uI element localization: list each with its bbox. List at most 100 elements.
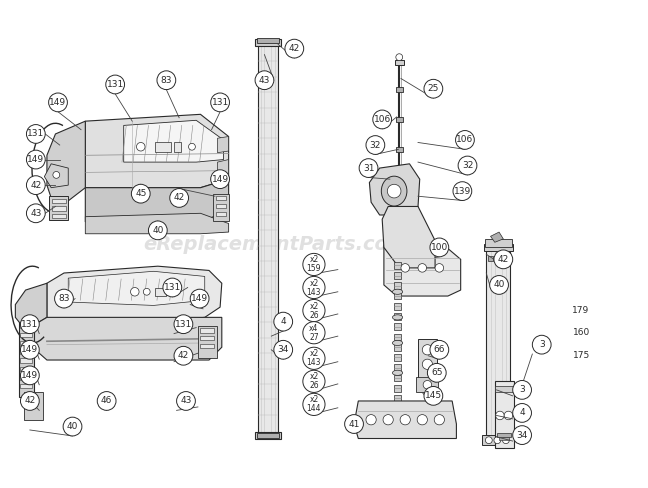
Circle shape [63, 417, 82, 436]
Circle shape [430, 238, 448, 257]
Text: 149: 149 [211, 175, 229, 183]
Bar [21, 358, 32, 363]
Bar [52, 206, 65, 211]
Text: 149: 149 [49, 98, 67, 107]
Circle shape [157, 71, 176, 90]
Text: 149: 149 [27, 155, 45, 164]
Text: 32: 32 [462, 161, 473, 170]
Bar [396, 117, 402, 122]
Bar [174, 142, 181, 152]
Circle shape [625, 429, 632, 436]
Bar [395, 60, 404, 65]
Circle shape [285, 39, 304, 58]
Bar [394, 364, 401, 371]
Circle shape [21, 341, 40, 359]
Circle shape [435, 264, 444, 272]
Text: 131: 131 [211, 98, 229, 107]
Circle shape [130, 287, 139, 296]
Polygon shape [382, 206, 435, 268]
Circle shape [388, 184, 401, 198]
Bar [216, 204, 226, 208]
Circle shape [366, 136, 385, 154]
Bar [257, 433, 279, 438]
Text: 46: 46 [101, 396, 112, 406]
Circle shape [303, 253, 325, 276]
Polygon shape [369, 164, 420, 215]
Polygon shape [491, 232, 503, 243]
Bar [495, 381, 514, 448]
Circle shape [303, 370, 325, 392]
Polygon shape [354, 401, 456, 439]
Circle shape [21, 391, 40, 410]
Text: x2
26: x2 26 [309, 372, 319, 390]
Polygon shape [218, 137, 229, 153]
Text: 4: 4 [281, 317, 286, 326]
Bar [200, 328, 214, 333]
Bar [24, 392, 43, 420]
Circle shape [148, 221, 167, 240]
Bar [416, 377, 439, 392]
Circle shape [496, 411, 504, 420]
Bar [257, 38, 279, 42]
Circle shape [54, 289, 73, 308]
Circle shape [189, 143, 195, 150]
Text: 131: 131 [27, 129, 45, 139]
Circle shape [422, 345, 432, 355]
Circle shape [424, 386, 443, 405]
Circle shape [191, 289, 209, 308]
Circle shape [418, 264, 426, 272]
Text: 131: 131 [21, 320, 38, 329]
Text: 65: 65 [431, 368, 443, 377]
Text: 42: 42 [174, 193, 185, 203]
Bar [394, 272, 401, 279]
FancyBboxPatch shape [617, 188, 641, 432]
Circle shape [424, 80, 443, 98]
Bar [394, 324, 401, 330]
Circle shape [303, 347, 325, 369]
Circle shape [137, 142, 145, 151]
Bar [394, 395, 401, 402]
Text: 42: 42 [30, 181, 41, 190]
Polygon shape [16, 283, 47, 330]
Bar [394, 374, 401, 381]
Bar [498, 432, 511, 437]
Text: 160: 160 [573, 328, 590, 337]
Text: x2
143: x2 143 [307, 349, 321, 367]
Polygon shape [86, 213, 229, 234]
Circle shape [456, 130, 474, 149]
Text: x2
144: x2 144 [307, 395, 321, 413]
Bar [394, 334, 401, 341]
Text: x2
26: x2 26 [309, 302, 319, 320]
Text: 100: 100 [431, 243, 448, 252]
Circle shape [274, 341, 293, 359]
Circle shape [359, 159, 378, 178]
Bar [495, 386, 514, 392]
Circle shape [532, 335, 551, 354]
Circle shape [211, 93, 229, 112]
Ellipse shape [393, 370, 402, 375]
Bar [52, 199, 65, 203]
Text: x4
27: x4 27 [309, 324, 319, 342]
Text: 179: 179 [572, 306, 589, 315]
Text: 3: 3 [519, 386, 525, 394]
Circle shape [571, 301, 590, 320]
Bar [394, 385, 401, 391]
Bar [482, 435, 515, 446]
Circle shape [366, 415, 376, 425]
Ellipse shape [393, 341, 402, 346]
Polygon shape [44, 164, 68, 188]
Circle shape [485, 437, 492, 444]
Ellipse shape [393, 289, 402, 294]
Circle shape [21, 366, 40, 385]
Circle shape [303, 322, 325, 344]
Text: eReplacementParts.com: eReplacementParts.com [144, 235, 409, 253]
Bar [396, 147, 402, 152]
Bar [216, 212, 226, 216]
Circle shape [423, 381, 432, 389]
Circle shape [396, 54, 402, 61]
Text: 25: 25 [428, 84, 439, 93]
Circle shape [490, 276, 509, 294]
Bar [418, 339, 437, 386]
Text: 149: 149 [21, 346, 38, 354]
Circle shape [400, 415, 410, 425]
